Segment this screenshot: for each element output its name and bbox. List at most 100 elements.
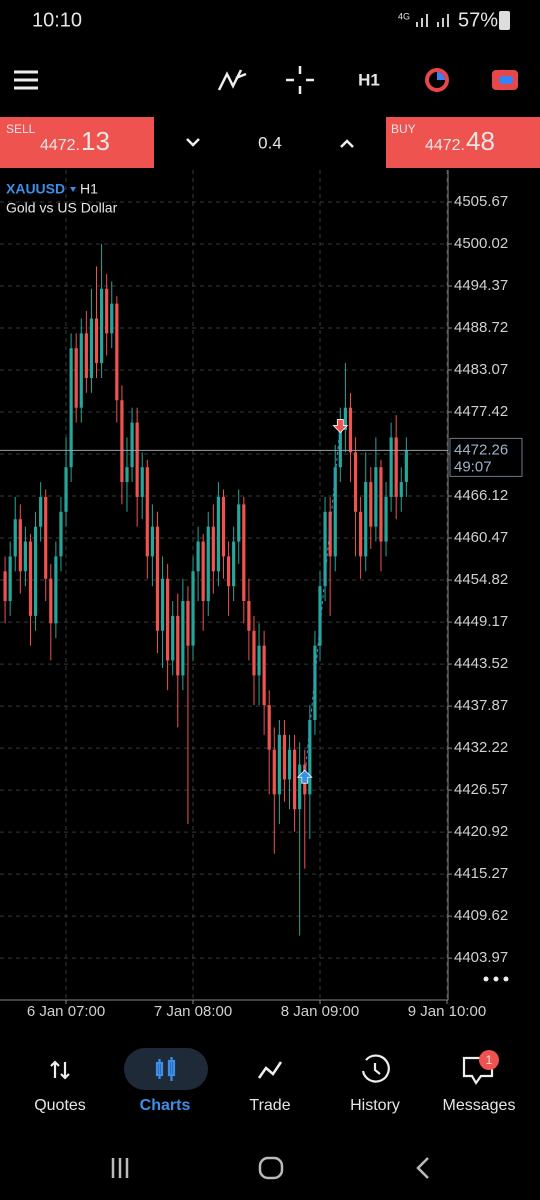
candle-body: [94, 318, 99, 364]
y-tick-label: 4454.82: [454, 571, 508, 588]
y-tick-label: 4449.17: [454, 613, 508, 630]
timeframe-button[interactable]: H1: [358, 70, 380, 89]
current-price-box: [449, 437, 523, 477]
more-button[interactable]: [483, 976, 509, 982]
candle-body: [221, 496, 226, 557]
candle-body: [257, 645, 261, 676]
y-tick-label: 4483.07: [454, 361, 508, 378]
charts-icon: [155, 1057, 176, 1081]
candle-body: [333, 467, 337, 557]
candle-body: [298, 764, 302, 810]
candle-body: [359, 511, 363, 557]
crosshair-button[interactable]: [286, 66, 314, 94]
status-time: 10:10: [32, 9, 82, 31]
chart: [0, 170, 452, 1004]
indicators-button[interactable]: [217, 69, 247, 91]
nav-label[interactable]: Trade: [249, 1097, 290, 1114]
y-tick-label: 4488.72: [454, 319, 508, 336]
active-tab-pill: [124, 1048, 208, 1090]
candle-body: [145, 467, 149, 557]
candle-body: [232, 541, 236, 587]
candle-body: [28, 541, 33, 616]
quotes-icon: [50, 1060, 70, 1080]
candle-body: [216, 496, 221, 572]
candle-body: [277, 734, 281, 795]
candle-body: [293, 749, 297, 810]
candle-body: [211, 526, 215, 572]
candle-body: [8, 556, 12, 602]
sell-label: SELL: [6, 122, 36, 136]
nav-label[interactable]: Charts: [140, 1097, 191, 1114]
volume-down[interactable]: [186, 138, 200, 147]
candle-body: [171, 615, 175, 661]
candle-body: [3, 571, 7, 602]
candle-body: [105, 288, 109, 334]
symbol[interactable]: XAUUSD: [6, 181, 65, 197]
volume-up[interactable]: [340, 139, 354, 148]
candle-body: [18, 519, 22, 572]
candle-body: [206, 526, 210, 602]
candle-body: [74, 348, 78, 408]
countdown-label: 49:07: [454, 458, 492, 475]
sell-price-prefix: 4472.: [40, 137, 80, 154]
candle-body: [313, 645, 317, 720]
candle-body: [64, 467, 68, 512]
candle-body: [115, 303, 119, 401]
candle-body: [186, 601, 190, 646]
sell-price-suffix: 13: [81, 126, 110, 156]
candle-body: [69, 348, 73, 468]
candle-body: [287, 749, 292, 780]
candle-body: [160, 578, 165, 631]
y-tick-label: 4460.47: [454, 529, 508, 546]
y-tick-label: 4500.02: [454, 235, 508, 252]
x-tick-label: 6 Jan 07:00: [27, 1003, 105, 1020]
nav-label[interactable]: History: [350, 1097, 400, 1114]
current-price-label: 4472.26: [454, 441, 508, 458]
candle-body: [242, 504, 246, 602]
candle-body: [384, 496, 388, 542]
candle-body: [226, 556, 231, 587]
buy-button[interactable]: [386, 117, 540, 168]
candle-body: [247, 601, 251, 631]
sell-button[interactable]: [0, 117, 154, 168]
candle-body: [272, 749, 276, 795]
chart-timeframe: H1: [80, 181, 98, 197]
y-tick-label: 4466.12: [454, 487, 508, 504]
objects-button[interactable]: [425, 68, 449, 92]
candle-body: [120, 400, 124, 483]
candle-body: [196, 541, 200, 572]
badge: [479, 1050, 499, 1070]
y-tick-label: 4420.92: [454, 823, 508, 840]
x-tick-label: 9 Jan 10:00: [408, 1003, 486, 1020]
status-battery: 57%: [458, 9, 498, 31]
candle-body: [308, 719, 312, 795]
candle-body: [166, 578, 170, 661]
candle-body: [33, 526, 38, 616]
objects-icon-part: [437, 72, 445, 80]
symbol-dropdown: [70, 187, 76, 192]
candle-body: [150, 526, 154, 557]
nav-label[interactable]: Quotes: [34, 1097, 86, 1114]
system-nav[interactable]: [111, 1156, 429, 1180]
menu-button[interactable]: [14, 70, 38, 90]
candle-body: [252, 630, 256, 676]
volume-value[interactable]: 0.4: [258, 133, 282, 152]
candle-body: [262, 645, 266, 706]
candle-body: [338, 430, 342, 468]
trade-path: [304, 425, 341, 778]
y-tick-label: 4443.52: [454, 655, 508, 672]
y-tick-label: 4426.57: [454, 781, 508, 798]
candle-body: [23, 541, 27, 572]
y-tick-label: 4494.37: [454, 277, 508, 294]
candle-body: [49, 578, 53, 624]
candle-body: [364, 482, 368, 557]
nav-label[interactable]: Messages: [443, 1097, 516, 1114]
candle-body: [328, 511, 332, 557]
candle-body: [323, 511, 327, 587]
candle-body: [237, 504, 241, 542]
candle-body: [267, 705, 271, 750]
candle-body: [282, 734, 287, 780]
candle-body: [59, 511, 63, 557]
candle-body: [181, 601, 185, 676]
